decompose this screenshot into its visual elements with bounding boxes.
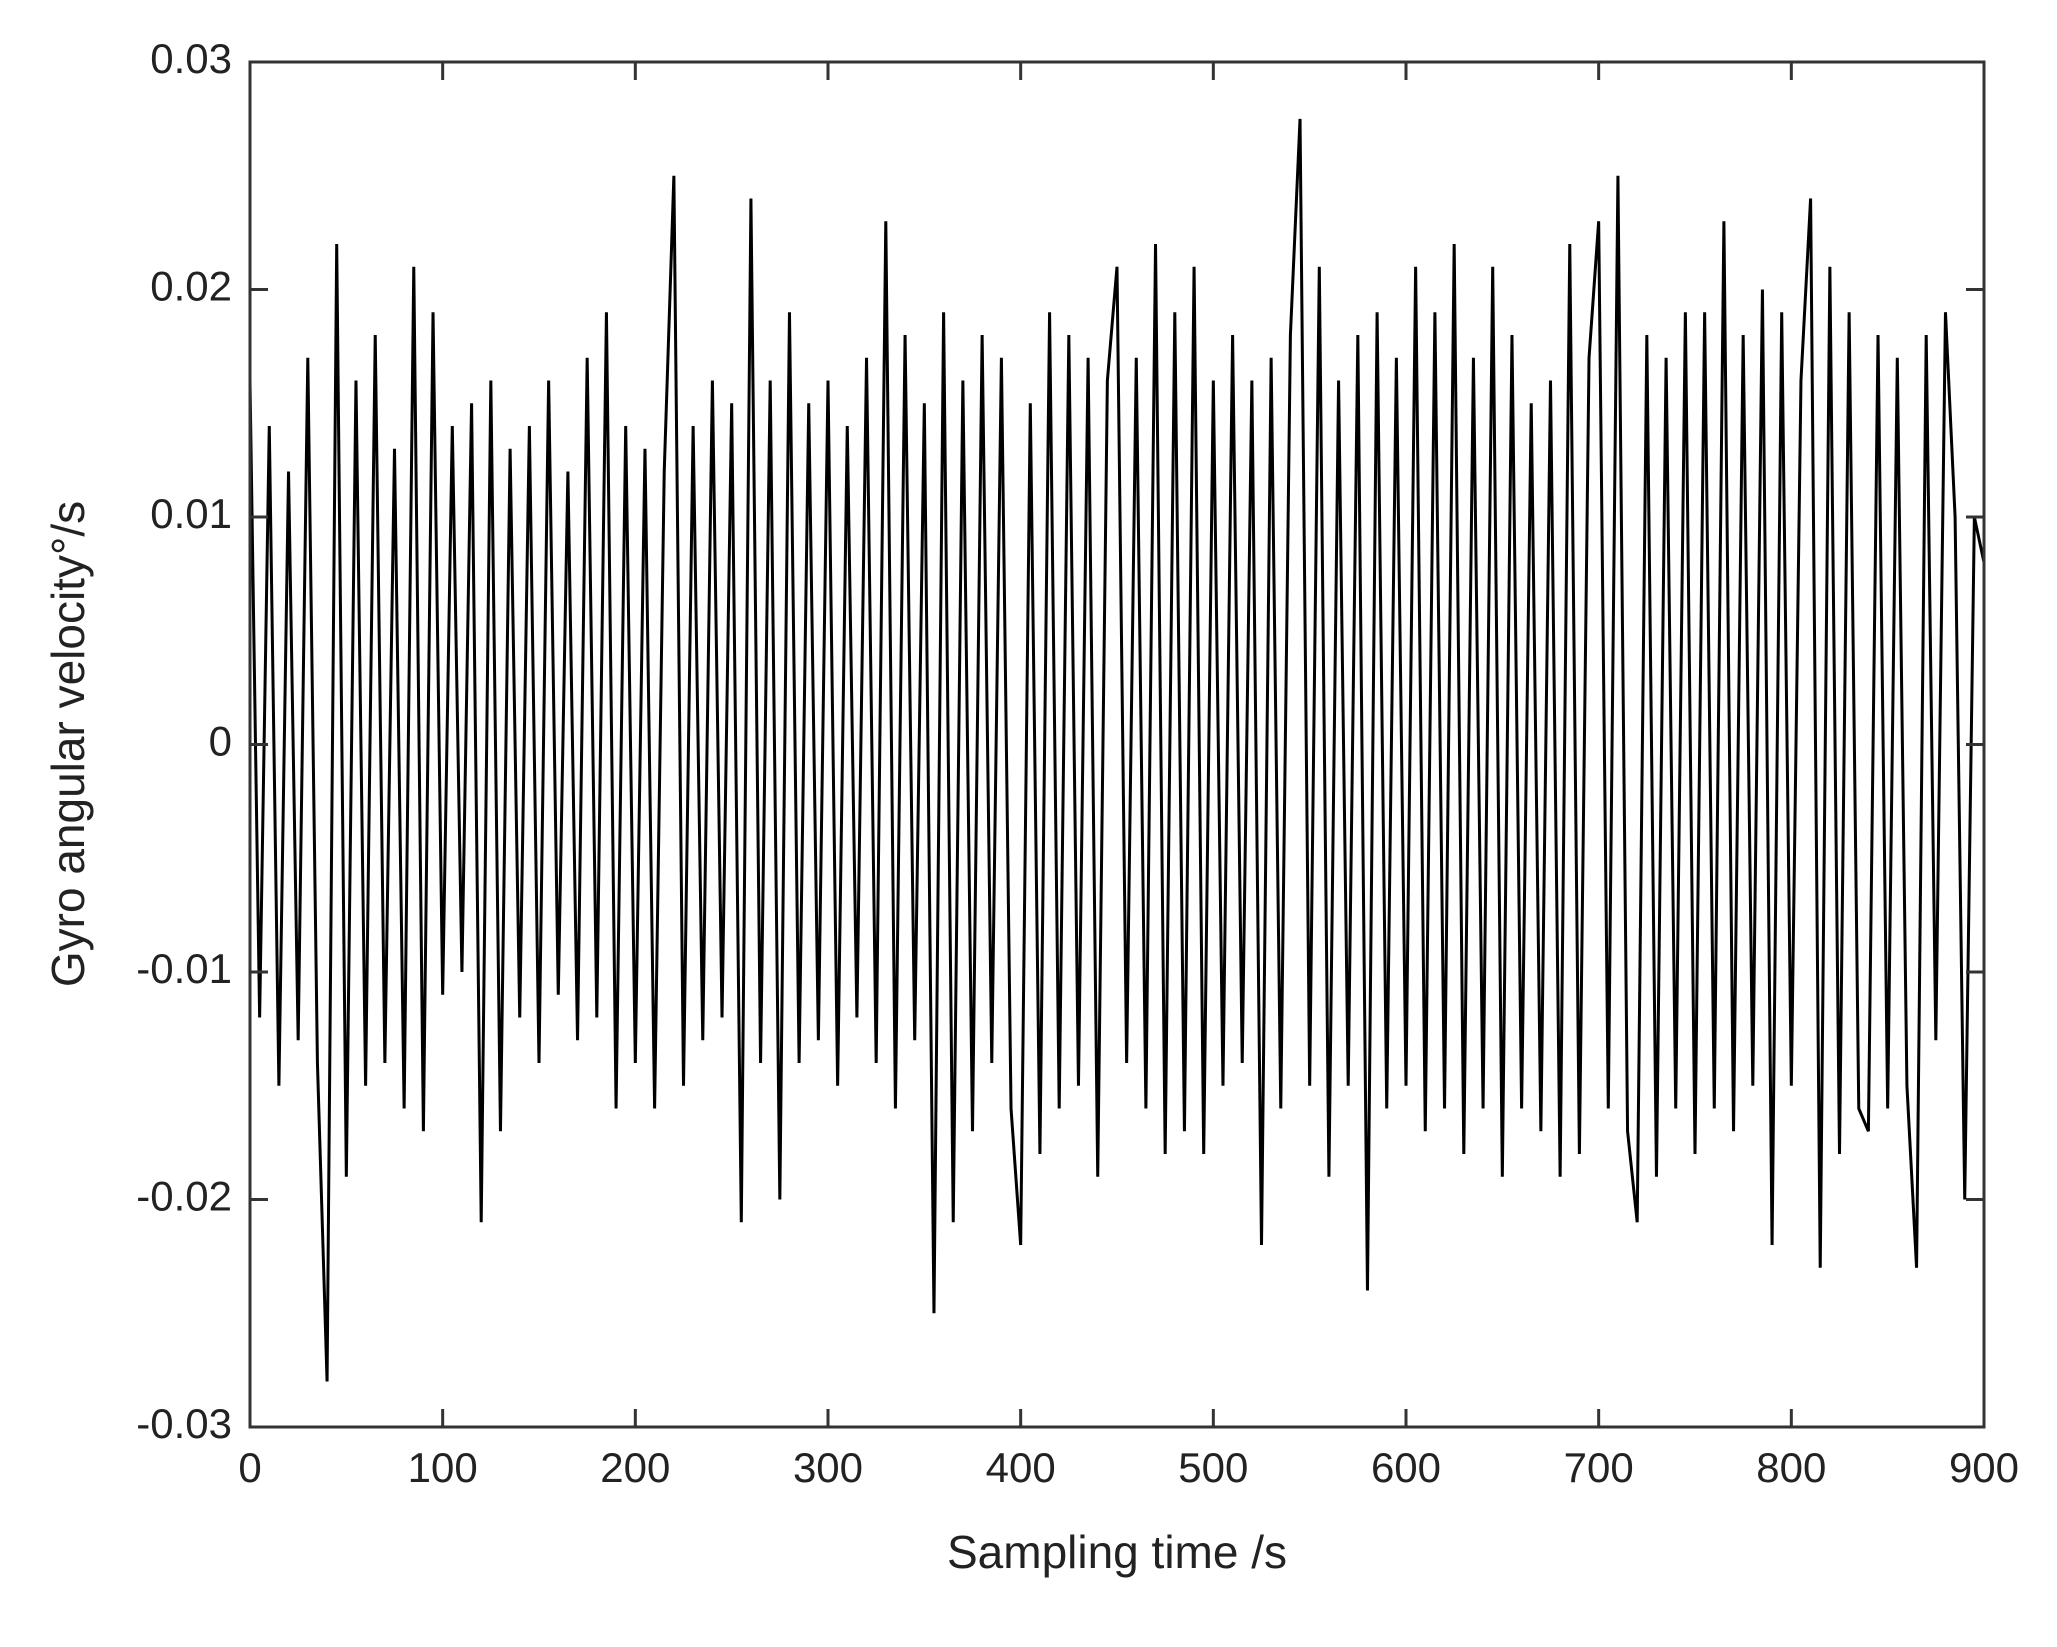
x-tick-label: 900 (1949, 1444, 2019, 1491)
y-tick-label: 0 (209, 718, 232, 765)
y-tick-label: 0.03 (150, 35, 232, 82)
x-tick-label: 100 (408, 1444, 478, 1491)
x-tick-label: 0 (238, 1444, 261, 1491)
x-tick-label: 300 (793, 1444, 863, 1491)
x-tick-label: 500 (1178, 1444, 1248, 1491)
y-tick-label: 0.02 (150, 263, 232, 310)
y-tick-label: -0.01 (136, 945, 232, 992)
y-tick-label: -0.03 (136, 1400, 232, 1447)
y-tick-label: -0.02 (136, 1173, 232, 1220)
x-tick-label: 600 (1371, 1444, 1441, 1491)
y-tick-label: 0.01 (150, 490, 232, 537)
x-tick-label: 800 (1756, 1444, 1826, 1491)
x-tick-label: 200 (600, 1444, 670, 1491)
y-axis-label: Gyro angular velocity°/s (42, 501, 94, 987)
x-axis-label: Sampling time /s (947, 1526, 1287, 1578)
x-tick-label: 400 (986, 1444, 1056, 1491)
data-line (248, 118, 1986, 1382)
x-tick-label: 700 (1564, 1444, 1634, 1491)
